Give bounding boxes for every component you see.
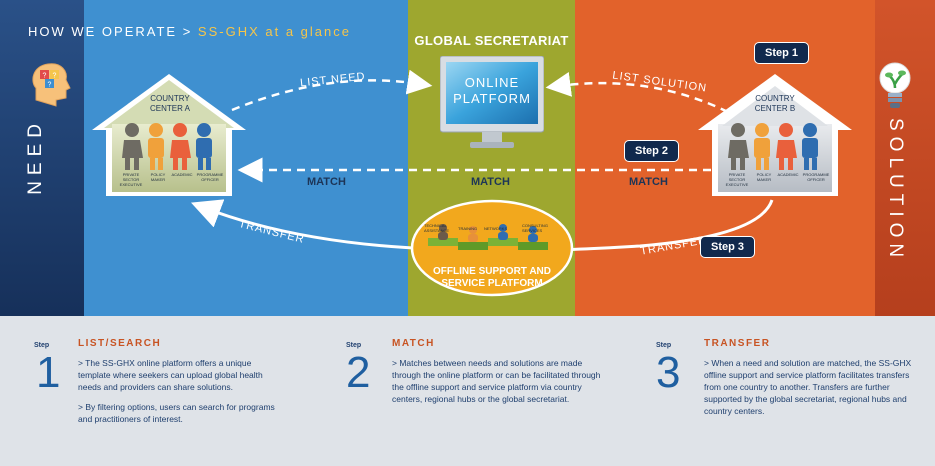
monitor-icon xyxy=(440,56,544,148)
house-b-role-3: ACADEMIC xyxy=(777,172,799,177)
step2-body: > Matches between needs and solutions ar… xyxy=(392,357,604,413)
need-band xyxy=(0,0,84,316)
offline-line1: OFFLINE SUPPORT AND xyxy=(433,266,551,277)
house-b-title: COUNTRY CENTER B xyxy=(741,94,809,114)
step2-number: 2 xyxy=(346,348,371,397)
title-highlight: SS-GHX at a glance xyxy=(197,24,351,39)
svg-text:?: ? xyxy=(53,73,57,80)
step1-badge: Step 1 xyxy=(754,42,810,64)
match-label-right: MATCH xyxy=(629,176,668,188)
operations-diagram: HOW WE OPERATE > SS-GHX at a glance ? ? … xyxy=(0,0,935,316)
house-a-role-4: PROGRAMME OFFICER xyxy=(196,172,224,182)
house-a-line2: CENTER A xyxy=(149,104,190,113)
step3-heading: TRANSFER xyxy=(704,338,771,349)
solution-band xyxy=(875,0,935,316)
list-need-arrow xyxy=(231,69,433,112)
monitor-line2: PLATFORM xyxy=(453,91,531,106)
step1-body: > The SS-GHX online platform offers a un… xyxy=(78,357,286,433)
offline-role-3: NETWORKS xyxy=(484,226,508,231)
step1-number: 1 xyxy=(36,348,61,397)
step1-para-1: > The SS-GHX online platform offers a un… xyxy=(78,358,263,392)
title-prefix: HOW WE OPERATE > xyxy=(28,24,198,39)
step1-heading: LIST/SEARCH xyxy=(78,338,162,349)
offline-role-4: CONSULTING SERVICES xyxy=(522,223,548,233)
steps-panel xyxy=(0,316,935,466)
online-platform-text: ONLINE PLATFORM xyxy=(446,75,538,107)
svg-text:?: ? xyxy=(48,82,52,89)
step2-para-1: > Matches between needs and solutions ar… xyxy=(392,358,601,404)
offline-line2: SERVICE PLATFORM xyxy=(441,278,543,289)
house-b-role-1: PRIVATE SECTOR EXECUTIVE xyxy=(725,172,749,187)
offline-role-2: TRAINING xyxy=(458,226,478,231)
step2-badge: Step 2 xyxy=(624,140,680,162)
svg-text:?: ? xyxy=(43,73,47,80)
country-center-a-house xyxy=(92,74,246,196)
step3-caption: Step xyxy=(656,342,672,349)
match-label-center: MATCH xyxy=(471,176,510,188)
offline-platform-ellipse xyxy=(410,199,574,297)
house-a-line1: COUNTRY xyxy=(150,94,190,103)
thinking-head-icon: ? ? ? xyxy=(32,63,71,107)
page-title: HOW WE OPERATE > SS-GHX at a glance xyxy=(28,24,351,39)
house-a-role-3: ACADEMIC xyxy=(171,172,193,177)
step3-para-1: > When a need and solution are matched, … xyxy=(704,358,912,416)
lightbulb-icon xyxy=(879,62,911,108)
step3-number: 3 xyxy=(656,348,681,397)
offline-role-1: TECHNICAL ASSISTANCE xyxy=(424,223,450,233)
house-b-role-2: POLICY MAKER xyxy=(756,172,772,182)
offline-platform-text: OFFLINE SUPPORT AND SERVICE PLATFORM xyxy=(420,266,564,290)
step3-badge: Step 3 xyxy=(700,236,756,258)
match-label-left: MATCH xyxy=(307,176,346,188)
house-a-title: COUNTRY CENTER A xyxy=(136,94,204,114)
house-b-line2: CENTER B xyxy=(754,104,796,113)
house-a-role-1: PRIVATE SECTOR EXECUTIVE xyxy=(119,172,143,187)
house-b-line1: COUNTRY xyxy=(755,94,795,103)
step3-body: > When a need and solution are matched, … xyxy=(704,357,914,425)
step2-heading: MATCH xyxy=(392,338,435,349)
country-center-b-house xyxy=(698,74,852,196)
global-secretariat-title: GLOBAL SECRETARIAT xyxy=(414,33,569,48)
house-b-role-4: PROGRAMME OFFICER xyxy=(802,172,830,182)
solution-label: SOLUTION xyxy=(885,118,906,264)
list-solution-arrow xyxy=(545,71,729,114)
step1-para-2: > By filtering options, users can search… xyxy=(78,402,275,424)
monitor-line1: ONLINE xyxy=(464,75,520,90)
step1-caption: Step xyxy=(34,342,50,349)
house-a-role-2: POLICY MAKER xyxy=(150,172,166,182)
step2-caption: Step xyxy=(346,342,362,349)
